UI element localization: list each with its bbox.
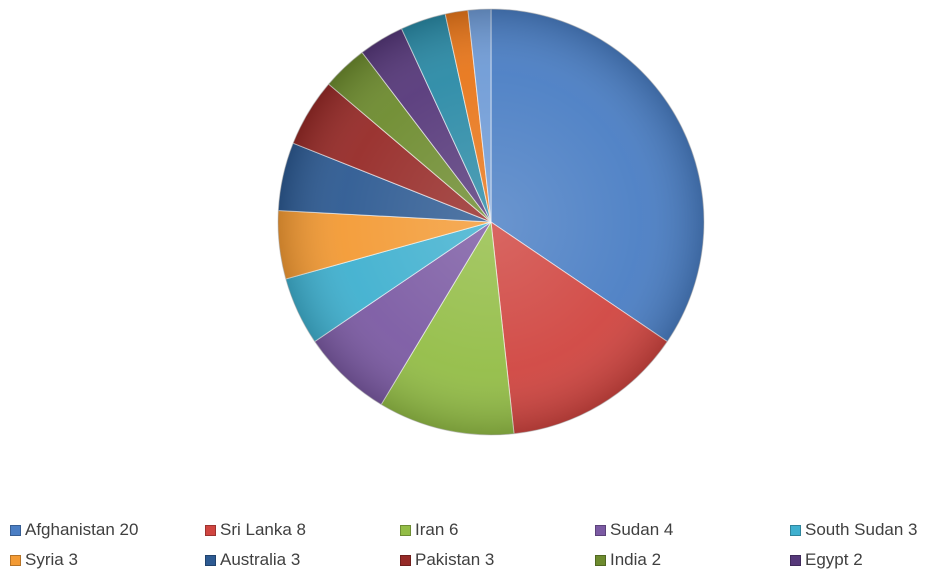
legend-swatch <box>595 554 606 566</box>
legend-item-egypt: Egypt 2 <box>790 548 863 572</box>
pie-chart <box>277 8 705 436</box>
legend-item-australia: Australia 3 <box>205 548 300 572</box>
legend-swatch <box>790 554 801 566</box>
legend-swatch <box>595 524 606 536</box>
legend-item-syria: Syria 3 <box>10 548 78 572</box>
legend-swatch <box>205 524 216 536</box>
legend-item-sri-lanka: Sri Lanka 8 <box>205 518 306 542</box>
legend-item-sudan: Sudan 4 <box>595 518 673 542</box>
legend-item-afghanistan: Afghanistan 20 <box>10 518 138 542</box>
legend-swatch <box>400 524 411 536</box>
legend-label: India 2 <box>610 550 662 569</box>
legend-label: Pakistan 3 <box>415 550 495 569</box>
legend-label: Iran 6 <box>415 520 459 539</box>
legend-label: Egypt 2 <box>805 550 863 569</box>
legend-label: Afghanistan 20 <box>25 520 139 539</box>
legend-swatch <box>400 554 411 566</box>
legend-label: Sri Lanka 8 <box>220 520 306 539</box>
legend-swatch <box>790 524 801 536</box>
legend-item-south-sudan: South Sudan 3 <box>790 518 917 542</box>
pie-outline <box>277 8 705 436</box>
legend-item-india: India 2 <box>595 548 661 572</box>
legend-label: Australia 3 <box>220 550 301 569</box>
chart-legend: Afghanistan 20 Sri Lanka 8 Iran 6 Sudan 4 So… <box>0 516 936 576</box>
legend-item-pakistan: Pakistan 3 <box>400 548 494 572</box>
legend-swatch <box>10 554 21 566</box>
legend-swatch <box>10 524 21 536</box>
legend-item-iran: Iran 6 <box>400 518 458 542</box>
legend-label: Syria 3 <box>25 550 78 569</box>
legend-swatch <box>205 554 216 566</box>
legend-label: Sudan 4 <box>610 520 674 539</box>
legend-label: South Sudan 3 <box>805 520 918 539</box>
